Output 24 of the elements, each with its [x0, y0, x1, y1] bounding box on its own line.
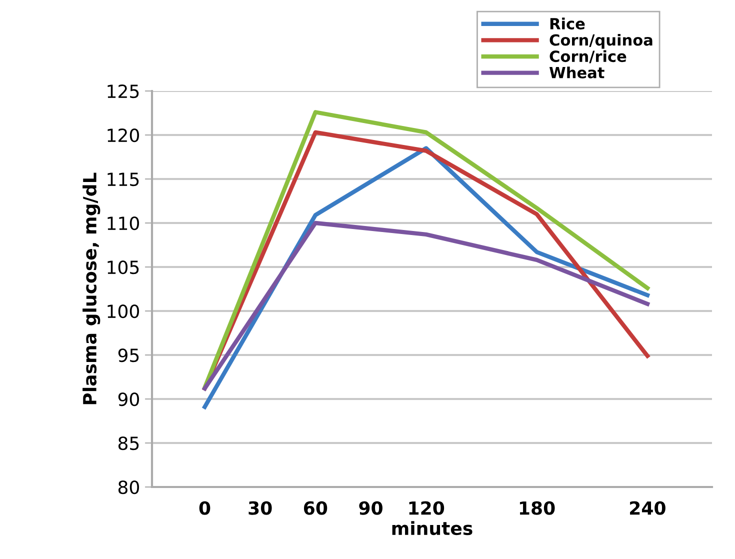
y-tick-label: 110	[108, 216, 139, 230]
x-axis-title: minutes	[392, 521, 472, 536]
x-tick-label: 180	[520, 501, 555, 515]
x-tick-label: 60	[304, 501, 328, 515]
y-tick-label: 85	[118, 436, 139, 450]
y-tick-label: 120	[108, 128, 139, 142]
x-tick-label: 90	[359, 501, 382, 515]
x-tick-label: 0	[199, 501, 210, 515]
y-tick-label: 125	[108, 84, 139, 98]
line-series	[202, 220, 650, 391]
legend-label: Rice	[550, 18, 585, 30]
y-axis-title: Plasma glucose, mg/dL	[82, 172, 100, 404]
y-tick-label: 80	[118, 480, 139, 494]
x-tick-label: 120	[409, 501, 444, 515]
legend-label: Corn/rice	[550, 50, 626, 64]
y-tick-label: 100	[108, 304, 139, 318]
x-tick-label: 240	[630, 501, 666, 515]
x-tick-label: 30	[248, 501, 272, 515]
y-tick-label: 90	[118, 392, 139, 406]
y-tick-label: 115	[108, 172, 139, 186]
y-tick-label: 95	[118, 348, 139, 362]
y-tick-label: 105	[108, 260, 139, 274]
legend-label: Wheat	[549, 66, 604, 78]
legend-label: Corn/quinoa	[550, 34, 652, 49]
